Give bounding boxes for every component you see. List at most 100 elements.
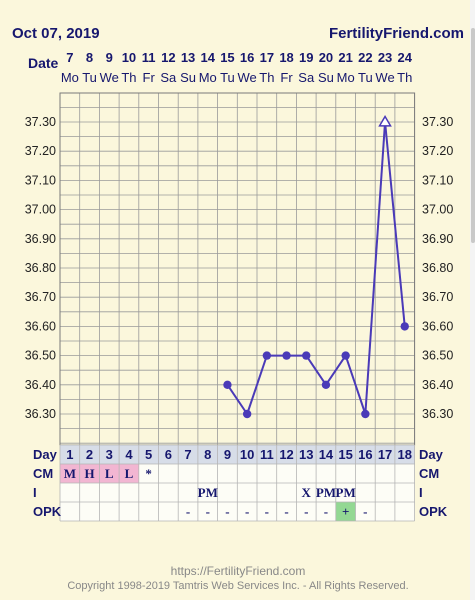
cycle-day-label: 13 <box>299 447 313 462</box>
y-tick-right: 36.90 <box>422 232 453 246</box>
row-label-right: OPK <box>419 504 448 519</box>
opk-cell: - <box>245 504 249 519</box>
temperature-point-open <box>378 115 392 127</box>
chart-date: Oct 07, 2019 <box>12 25 100 42</box>
temperature-point <box>341 351 350 360</box>
scrollbar[interactable] <box>470 0 475 600</box>
weekday-label: Fr <box>280 70 293 85</box>
date-label: 20 <box>319 50 333 65</box>
y-tick-right: 37.30 <box>422 115 453 129</box>
i-cell: PM <box>336 485 356 500</box>
cm-cell: M <box>64 466 76 481</box>
y-tick-right: 37.10 <box>422 173 453 187</box>
cm-cell: L <box>105 466 114 481</box>
i-cell: X <box>302 485 312 500</box>
y-tick-left: 37.20 <box>25 144 56 158</box>
series-segment <box>344 355 367 415</box>
y-tick-right: 36.70 <box>422 290 453 304</box>
y-tick-left: 36.60 <box>25 319 56 333</box>
cycle-day-label: 8 <box>204 447 211 462</box>
y-axis-ticks: 37.30 37.30 37.20 37.20 37.10 37.10 37.00 37.00… <box>25 115 454 421</box>
temperature-point <box>242 409 252 419</box>
cycle-day-label: 14 <box>319 447 334 462</box>
weekday-label: Tu <box>220 70 235 85</box>
y-tick-left: 36.70 <box>25 290 56 304</box>
date-label: 22 <box>358 50 372 65</box>
y-tick-left: 37.00 <box>25 203 56 217</box>
opk-cell: - <box>304 504 308 519</box>
temperature-point <box>400 322 409 331</box>
cycle-day-label: 10 <box>240 447 254 462</box>
opk-positive-cell <box>335 502 356 521</box>
opk-cell: - <box>363 504 367 519</box>
date-label: 15 <box>220 50 234 65</box>
y-tick-right: 36.40 <box>422 378 453 392</box>
weekday-label: Th <box>121 70 136 85</box>
y-tick-right: 36.60 <box>422 319 453 333</box>
cm-cell: H <box>84 466 94 481</box>
date-row-label: Date <box>28 55 59 71</box>
y-tick-right: 36.80 <box>422 261 453 275</box>
date-label: 11 <box>142 50 156 65</box>
cycle-day-label: 7 <box>184 447 191 462</box>
date-label: 21 <box>338 50 352 65</box>
y-tick-left: 36.80 <box>25 261 56 275</box>
cycle-day-label: 15 <box>338 447 352 462</box>
footer-url[interactable]: https://FertilityFriend.com <box>171 564 306 578</box>
date-label: 24 <box>398 50 413 65</box>
scroll-thumb[interactable] <box>471 28 475 243</box>
date-label: 10 <box>122 50 136 65</box>
opk-cell: - <box>225 504 229 519</box>
cm-highlight-cell <box>79 464 100 483</box>
y-tick-left: 36.50 <box>25 349 56 363</box>
temperature-markers <box>223 115 409 419</box>
series-segment <box>384 121 406 327</box>
weekday-label: Tu <box>358 70 373 85</box>
cycle-day-label: 3 <box>106 447 113 462</box>
opk-cell: + <box>342 504 349 519</box>
opk-cell: - <box>324 504 328 519</box>
cycle-day-label: 4 <box>125 447 133 462</box>
footer-copyright: Copyright 1998-2019 Tamtris Web Services… <box>67 580 408 592</box>
date-label: 9 <box>106 50 113 65</box>
y-tick-left: 36.30 <box>25 407 56 421</box>
series-segment <box>364 121 387 415</box>
cycle-day-label: 18 <box>398 447 412 462</box>
weekday-label: Su <box>318 70 334 85</box>
weekday-label: Mo <box>61 70 79 85</box>
temperature-point <box>321 380 331 389</box>
y-tick-right: 37.00 <box>422 203 453 217</box>
date-label: 19 <box>299 50 313 65</box>
date-label: 13 <box>181 50 195 65</box>
date-label: 18 <box>279 50 293 65</box>
row-label-right: CM <box>419 466 439 481</box>
date-label: 12 <box>161 50 175 65</box>
temperature-series <box>226 121 406 415</box>
cm-highlight-cell <box>119 464 139 483</box>
temperature-point <box>302 351 311 360</box>
row-label-left: Day <box>33 447 58 462</box>
date-label: 7 <box>66 50 73 65</box>
cycle-day-label: 9 <box>224 447 231 462</box>
date-label: 23 <box>378 50 392 65</box>
cm-highlight-cell <box>99 464 120 483</box>
weekday-label: Mo <box>199 70 217 85</box>
series-segment <box>246 355 268 415</box>
y-tick-left: 36.40 <box>25 378 56 392</box>
weekday-label: Th <box>259 70 274 85</box>
cm-cell: * <box>145 466 152 481</box>
y-tick-right: 36.50 <box>422 349 453 363</box>
temperature-point <box>262 351 272 360</box>
opk-cell: - <box>284 504 288 519</box>
cycle-day-label: 12 <box>279 447 293 462</box>
i-cell: PM <box>316 485 336 500</box>
y-tick-left: 37.30 <box>25 115 56 129</box>
row-label-left: OPK <box>33 504 62 519</box>
weekday-label: Fr <box>143 70 156 85</box>
temperature-point <box>282 351 291 360</box>
cycle-day-label: 6 <box>165 447 172 462</box>
temperature-point <box>361 409 370 419</box>
